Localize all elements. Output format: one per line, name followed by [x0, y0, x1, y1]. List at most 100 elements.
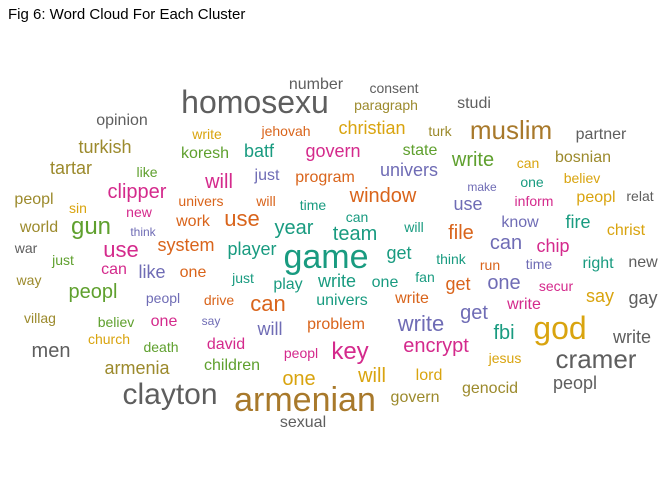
- word-relat: relat: [626, 188, 654, 204]
- word-peopl: peopl: [145, 290, 181, 306]
- word-gay: gay: [628, 288, 658, 308]
- word-can: can: [345, 209, 369, 225]
- word-one: one: [179, 264, 207, 281]
- word-consent: consent: [369, 80, 419, 96]
- word-peopl: peopl: [552, 373, 598, 393]
- word-believ: believ: [97, 314, 135, 330]
- word-sin: sin: [69, 200, 87, 216]
- word-system: system: [157, 235, 215, 255]
- word-player: player: [227, 239, 277, 259]
- word-govern: govern: [390, 389, 440, 406]
- word-univers: univers: [178, 193, 224, 209]
- word-can: can: [250, 291, 286, 316]
- word-will: will: [205, 171, 233, 193]
- word-write: write: [397, 311, 445, 336]
- word-use: use: [103, 237, 139, 262]
- word-number: number: [288, 76, 344, 93]
- word-peopl: peopl: [68, 281, 118, 303]
- word-univers: univers: [379, 160, 439, 180]
- word-jehovah: jehovah: [261, 123, 311, 139]
- word-game: game: [283, 238, 369, 276]
- word-tartar: tartar: [49, 158, 93, 178]
- word-lord: lord: [415, 367, 443, 384]
- word-believ: believ: [563, 170, 601, 186]
- word-paragraph: paragraph: [354, 97, 418, 113]
- word-partner: partner: [575, 126, 627, 143]
- word-use: use: [453, 194, 483, 214]
- word-armenia: armenia: [104, 358, 170, 378]
- word-write: write: [317, 271, 357, 291]
- word-know: know: [501, 214, 539, 231]
- word-file: file: [448, 222, 474, 244]
- word-one: one: [150, 313, 178, 330]
- word-will: will: [257, 319, 283, 339]
- word-will: will: [256, 193, 276, 209]
- word-church: church: [87, 331, 131, 347]
- word-say: say: [201, 314, 221, 328]
- word-play: play: [273, 276, 303, 293]
- word-team: team: [332, 223, 378, 245]
- word-opinion: opinion: [96, 112, 148, 129]
- word-war: war: [14, 240, 38, 256]
- word-clayton: clayton: [122, 378, 218, 411]
- word-clipper: clipper: [107, 181, 167, 203]
- word-will: will: [358, 365, 386, 387]
- word-inform: inform: [514, 193, 554, 209]
- word-children: children: [203, 357, 261, 374]
- word-bosnian: bosnian: [554, 149, 612, 166]
- word-write: write: [395, 290, 429, 307]
- word-christian: christian: [338, 118, 406, 138]
- word-homosexu: homosexu: [181, 84, 329, 120]
- word-one: one: [487, 272, 521, 294]
- word-peopl: peopl: [283, 345, 319, 361]
- word-chip: chip: [536, 236, 570, 256]
- word-just: just: [254, 167, 280, 184]
- word-world: world: [19, 219, 59, 236]
- word-univers: univers: [316, 292, 368, 309]
- word-muslim: muslim: [469, 115, 553, 145]
- word-batf: batf: [243, 141, 275, 161]
- word-way: way: [16, 272, 42, 288]
- word-work: work: [176, 213, 210, 230]
- word-just: just: [52, 252, 74, 268]
- word-write: write: [507, 296, 541, 313]
- word-key: key: [331, 338, 369, 365]
- word-time: time: [299, 197, 327, 213]
- word-write: write: [612, 327, 652, 347]
- word-christ: christ: [606, 222, 646, 239]
- word-new: new: [126, 204, 152, 220]
- word-new: new: [628, 254, 658, 271]
- word-jesus: jesus: [488, 350, 522, 366]
- word-can: can: [101, 261, 127, 278]
- word-men: men: [31, 340, 71, 362]
- word-right: right: [582, 255, 614, 272]
- word-fbi: fbi: [493, 322, 515, 344]
- word-drive: drive: [203, 292, 235, 308]
- word-one: one: [520, 174, 544, 190]
- word-david: david: [206, 336, 246, 353]
- word-one: one: [282, 368, 316, 390]
- word-can: can: [489, 232, 523, 254]
- word-one: one: [371, 274, 399, 291]
- word-studi: studi: [457, 95, 491, 112]
- word-peopl: peopl: [576, 189, 616, 206]
- word-get: get: [460, 302, 488, 324]
- word-encrypt: encrypt: [403, 335, 469, 357]
- word-think: think: [436, 251, 466, 267]
- word-like: like: [138, 262, 166, 282]
- word-death: death: [143, 339, 179, 355]
- word-fan: fan: [415, 269, 435, 285]
- word-get: get: [386, 243, 412, 263]
- word-make: make: [467, 180, 497, 194]
- word-villag: villag: [24, 310, 56, 326]
- word-govern: govern: [305, 141, 361, 161]
- word-peopl: peopl: [14, 191, 54, 208]
- word-write: write: [451, 149, 495, 171]
- word-secur: secur: [538, 278, 574, 294]
- word-run: run: [479, 257, 501, 273]
- word-use: use: [224, 206, 260, 231]
- word-year: year: [274, 217, 314, 239]
- word-think: think: [130, 225, 156, 239]
- word-problem: problem: [307, 316, 365, 333]
